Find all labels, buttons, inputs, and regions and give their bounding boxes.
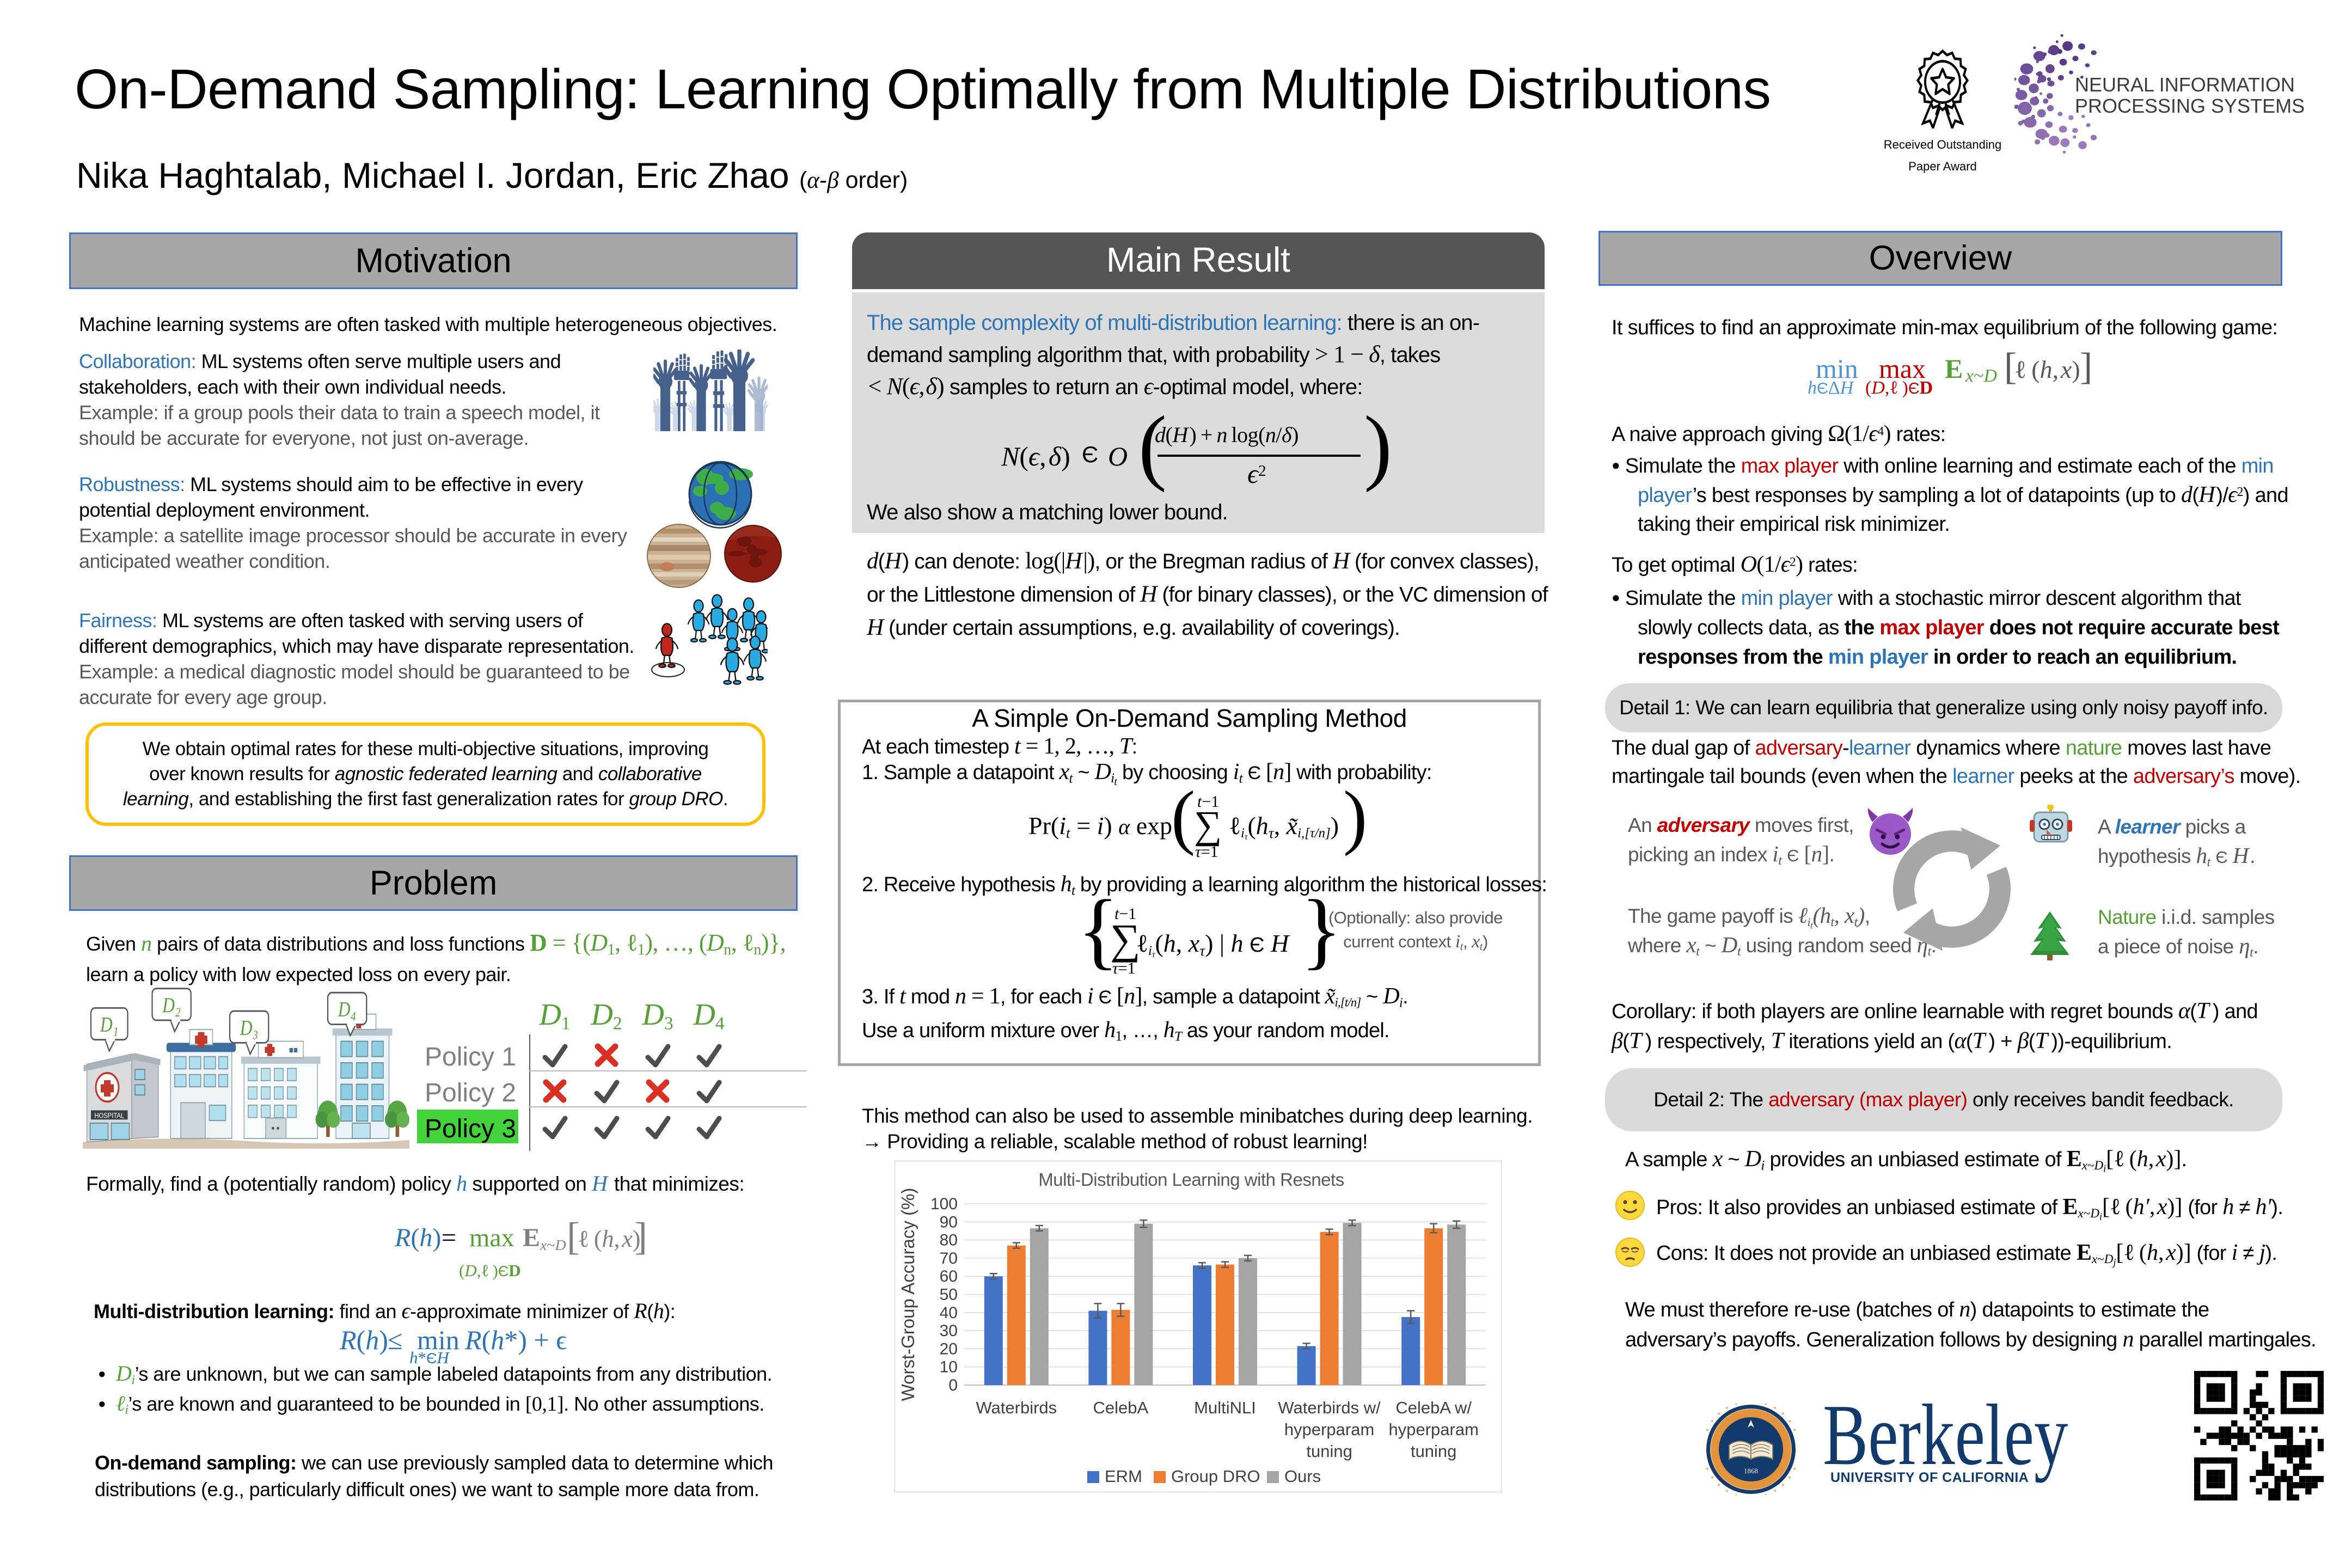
svg-text:D₃: D₃	[240, 1015, 259, 1039]
svg-text:tuning: tuning	[1411, 1442, 1456, 1461]
svg-text:Worst-Group Accuracy (%): Worst-Group Accuracy (%)	[898, 1188, 918, 1401]
svg-text:20: 20	[940, 1340, 958, 1358]
svg-text:hyperparam: hyperparam	[1284, 1420, 1374, 1439]
svg-text:40: 40	[940, 1304, 958, 1322]
svg-text:Group DRO: Group DRO	[1171, 1467, 1260, 1486]
svg-text:1868: 1868	[1744, 1467, 1758, 1475]
svg-text:Multi-Distribution Learning wi: Multi-Distribution Learning with Resnets	[1038, 1169, 1344, 1190]
svg-text:CelebA: CelebA	[1093, 1398, 1149, 1417]
svg-text:Waterbirds: Waterbirds	[976, 1398, 1057, 1417]
svg-text:Ours: Ours	[1284, 1467, 1321, 1486]
svg-text:90: 90	[940, 1213, 958, 1231]
svg-text:30: 30	[940, 1322, 958, 1340]
svg-text:100: 100	[930, 1195, 958, 1213]
svg-text:CelebA w/: CelebA w/	[1395, 1398, 1472, 1417]
svg-text:60: 60	[940, 1267, 958, 1285]
svg-text:hyperparam: hyperparam	[1388, 1420, 1478, 1439]
svg-text:80: 80	[940, 1232, 958, 1250]
svg-text:D₁: D₁	[100, 1012, 119, 1036]
svg-text:D₄: D₄	[338, 997, 357, 1021]
svg-text:10: 10	[940, 1358, 958, 1376]
svg-text:50: 50	[940, 1286, 958, 1304]
svg-text:ERM: ERM	[1105, 1467, 1142, 1486]
svg-text:D₂: D₂	[162, 993, 181, 1017]
svg-text:HOSPITAL: HOSPITAL	[94, 1111, 124, 1120]
svg-text:MultiNLI: MultiNLI	[1194, 1398, 1256, 1417]
svg-text:0: 0	[948, 1376, 958, 1394]
svg-text:Waterbirds w/: Waterbirds w/	[1278, 1398, 1381, 1417]
svg-text:tuning: tuning	[1306, 1442, 1352, 1461]
svg-text:■■: ■■	[289, 1045, 298, 1056]
svg-text:70: 70	[940, 1250, 958, 1267]
